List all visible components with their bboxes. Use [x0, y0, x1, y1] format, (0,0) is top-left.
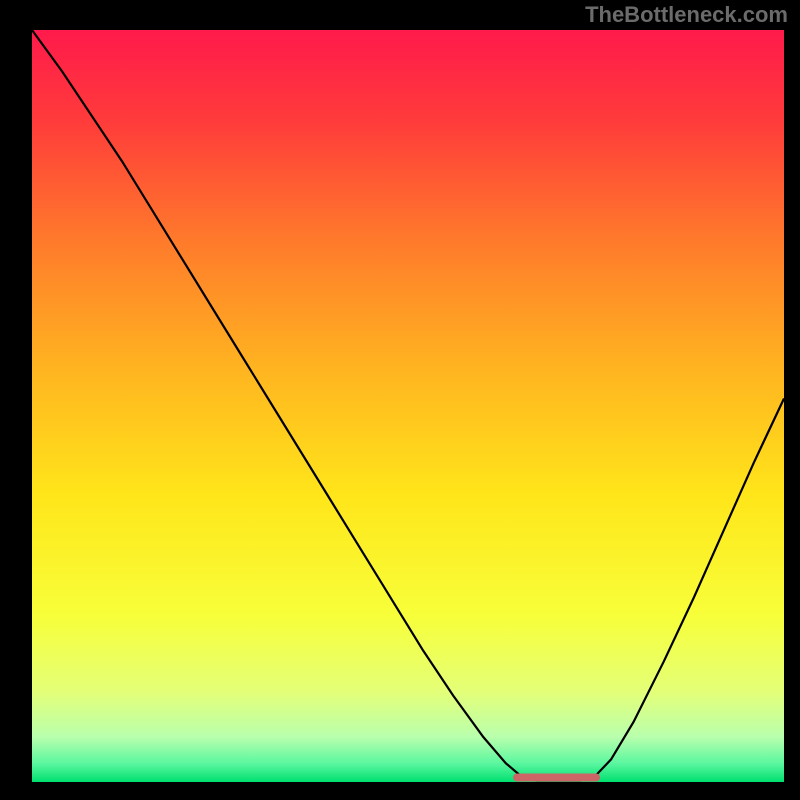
chart-container: TheBottleneck.com	[0, 0, 800, 800]
chart-lines	[32, 30, 784, 782]
watermark-text: TheBottleneck.com	[585, 2, 788, 28]
bottleneck-curve	[32, 30, 784, 780]
plot-area	[32, 30, 784, 782]
